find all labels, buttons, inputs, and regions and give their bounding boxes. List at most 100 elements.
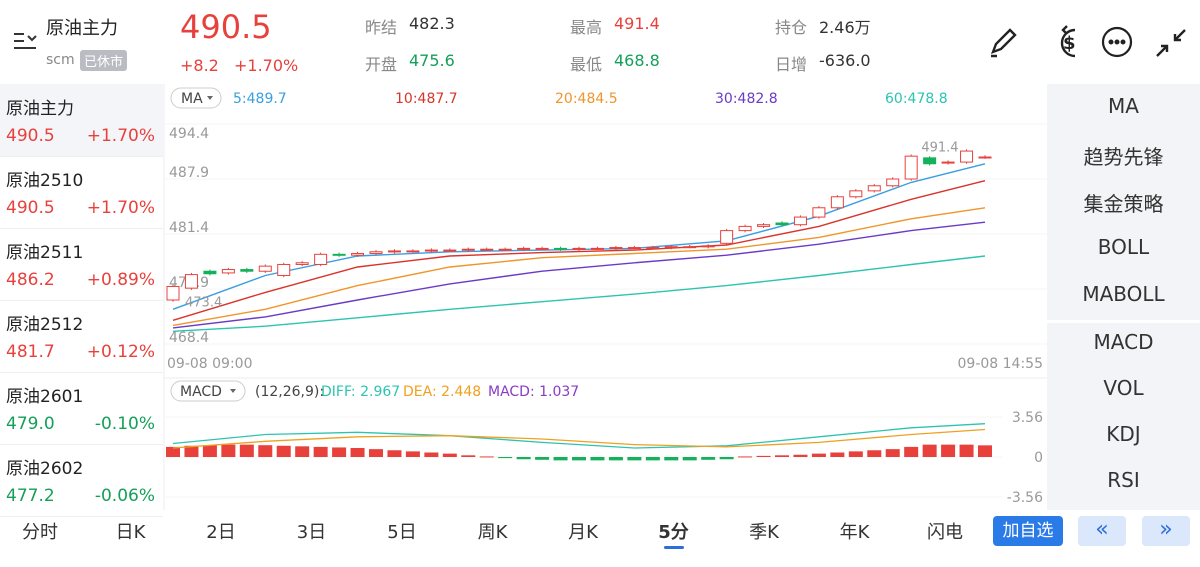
market-status: 已休市 <box>80 50 128 71</box>
macd-bar <box>553 457 568 461</box>
field-value: 482.3 <box>409 14 455 33</box>
high-label: 491.4 <box>921 140 958 155</box>
period-tab[interactable]: 3日 <box>296 522 327 543</box>
macd-bar <box>295 446 310 457</box>
contract-name: 原油2511 <box>6 243 84 263</box>
macd-bar <box>239 444 254 457</box>
sub-indicator[interactable]: RSI <box>1107 468 1140 492</box>
period-tab[interactable]: 年K <box>839 522 870 543</box>
macd-bar <box>682 457 697 461</box>
candle-body <box>498 248 512 251</box>
contract-name: 原油2602 <box>6 459 84 479</box>
period-tab[interactable]: 月K <box>568 522 598 543</box>
watchlist-row[interactable]: 原油2511 486.2 +0.89% <box>0 228 163 301</box>
period-tab[interactable]: 分时 <box>22 522 58 543</box>
sub-indicator[interactable]: KDJ <box>1106 422 1141 446</box>
ma-button[interactable] <box>170 87 222 109</box>
macd-params: (12,26,9): <box>255 384 324 400</box>
ma-legend: 20:484.5 <box>555 91 618 107</box>
macd-bar <box>221 444 236 457</box>
period-tab[interactable]: 5日 <box>387 522 417 543</box>
field-value: -636.0 <box>819 51 871 70</box>
period-tab[interactable]: 2日 <box>206 522 236 543</box>
main-indicator[interactable]: 集金策略 <box>1083 192 1164 216</box>
macd-bar <box>424 452 439 457</box>
candle-body <box>978 156 992 159</box>
diff-label: DIFF: 2.967 <box>321 384 400 400</box>
ma-line <box>172 255 986 332</box>
contract-name: 原油2512 <box>6 315 84 335</box>
main-indicator[interactable]: 趋势先锋 <box>1083 145 1164 169</box>
field-label: 昨结 <box>365 18 398 37</box>
macd-button-label[interactable]: MACD <box>180 384 222 400</box>
watchlist-row[interactable]: 原油2512 481.7 +0.12% <box>0 300 163 373</box>
watchlist-row[interactable]: 原油2602 477.2 -0.06% <box>0 444 163 517</box>
candle-body <box>830 196 844 209</box>
period-tab[interactable]: 5分 <box>658 522 689 543</box>
macd-bar <box>719 457 734 460</box>
macd-bar <box>701 457 716 460</box>
macd-bar <box>405 451 420 457</box>
candle-body <box>923 157 937 165</box>
prev-button[interactable]: « <box>1078 516 1126 546</box>
ma-line <box>172 163 986 310</box>
macd-bar <box>535 457 550 460</box>
macd-bar <box>387 450 402 457</box>
exchange: scm <box>46 52 75 68</box>
macd-bar <box>978 445 992 457</box>
macd-bar <box>885 449 900 457</box>
macd-bar <box>775 455 789 457</box>
change-pct: +1.70% <box>234 56 299 75</box>
candle-body <box>424 249 438 252</box>
period-tab[interactable]: 季K <box>749 522 779 543</box>
add-watch-button[interactable]: 加自选 <box>993 516 1063 546</box>
period-tab[interactable]: 日K <box>115 522 146 543</box>
macd-bar <box>516 457 531 460</box>
period-tabs: 分时 日K 2日 3日 5日 周K 月K 5分 季K 年K 闪电 加自选 « » <box>0 510 1200 567</box>
ma-button-label[interactable]: MA <box>181 91 203 107</box>
main-indicator[interactable]: BOLL <box>1097 235 1150 259</box>
field-label: 日增 <box>775 55 808 74</box>
candle-body <box>941 161 955 164</box>
macd-bar <box>664 457 679 461</box>
watchlist-row[interactable]: 原油主力 490.5 +1.70% <box>0 84 163 157</box>
more-icon[interactable] <box>1101 26 1133 58</box>
menu-icon[interactable] <box>12 30 38 52</box>
low-label: 473.4 <box>185 296 222 311</box>
main-indicator[interactable]: MABOLL <box>1082 282 1165 306</box>
field-label: 开盘 <box>365 55 398 74</box>
draw-icon[interactable] <box>990 28 1017 58</box>
candle-body <box>609 247 623 250</box>
macd-bar <box>608 457 623 461</box>
candle-body <box>221 269 235 274</box>
candle-body <box>387 250 401 253</box>
macd-bar <box>959 444 974 457</box>
y-tick-label: 481.4 <box>169 220 209 236</box>
period-tab[interactable]: 闪电 <box>927 522 963 543</box>
ma-line <box>172 180 986 321</box>
macd-bar <box>590 457 605 461</box>
contract-change: +0.12% <box>86 342 155 362</box>
sub-indicator[interactable]: VOL <box>1103 376 1144 400</box>
collapse-icon[interactable] <box>1156 29 1186 57</box>
ma-legend: 5:489.7 <box>233 91 287 107</box>
macd-bar <box>941 444 956 457</box>
sub-indicator[interactable]: MACD <box>1093 330 1154 354</box>
candle-body <box>535 247 549 250</box>
macd-button[interactable] <box>170 380 246 402</box>
macd-bar <box>258 445 273 457</box>
watchlist-row[interactable]: 原油2601 479.0 -0.10% <box>0 372 163 445</box>
next-button[interactable]: » <box>1142 516 1190 546</box>
candle-body <box>166 285 180 301</box>
svg-text:$: $ <box>1063 33 1076 54</box>
currency-icon[interactable]: $ <box>1060 25 1076 58</box>
period-tab[interactable]: 周K <box>477 522 508 543</box>
macd-bar <box>848 451 863 457</box>
candle-body <box>886 178 900 187</box>
indicator-panel: MA 趋势先锋集金策略 BOLL MABOLL MACD VOL KDJ RSI <box>1047 84 1200 510</box>
main-indicator[interactable]: MA <box>1108 94 1139 118</box>
contract-name: 原油主力 <box>6 99 74 119</box>
watchlist-row[interactable]: 原油2510 490.5 +1.70% <box>0 156 163 229</box>
divider <box>1047 320 1200 323</box>
